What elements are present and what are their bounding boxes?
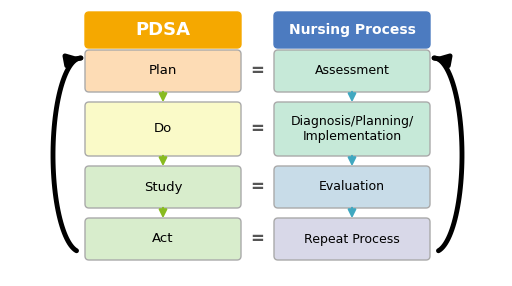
FancyBboxPatch shape	[274, 102, 430, 156]
Text: Act: Act	[152, 233, 174, 245]
Text: PDSA: PDSA	[136, 21, 190, 39]
Text: =: =	[250, 62, 264, 80]
FancyBboxPatch shape	[85, 218, 241, 260]
Text: Assessment: Assessment	[314, 65, 390, 78]
FancyBboxPatch shape	[274, 166, 430, 208]
Text: =: =	[250, 120, 264, 138]
FancyBboxPatch shape	[85, 166, 241, 208]
Text: =: =	[250, 230, 264, 248]
FancyBboxPatch shape	[85, 50, 241, 92]
Text: =: =	[250, 178, 264, 196]
Text: Plan: Plan	[149, 65, 177, 78]
FancyBboxPatch shape	[274, 12, 430, 48]
Text: Study: Study	[144, 180, 182, 194]
FancyBboxPatch shape	[274, 218, 430, 260]
Text: Evaluation: Evaluation	[319, 180, 385, 194]
FancyBboxPatch shape	[274, 50, 430, 92]
FancyBboxPatch shape	[85, 12, 241, 48]
FancyBboxPatch shape	[85, 102, 241, 156]
Text: Do: Do	[154, 122, 172, 136]
Text: Diagnosis/Planning/
Implementation: Diagnosis/Planning/ Implementation	[290, 115, 414, 143]
Text: Repeat Process: Repeat Process	[304, 233, 400, 245]
Text: Nursing Process: Nursing Process	[289, 23, 415, 37]
